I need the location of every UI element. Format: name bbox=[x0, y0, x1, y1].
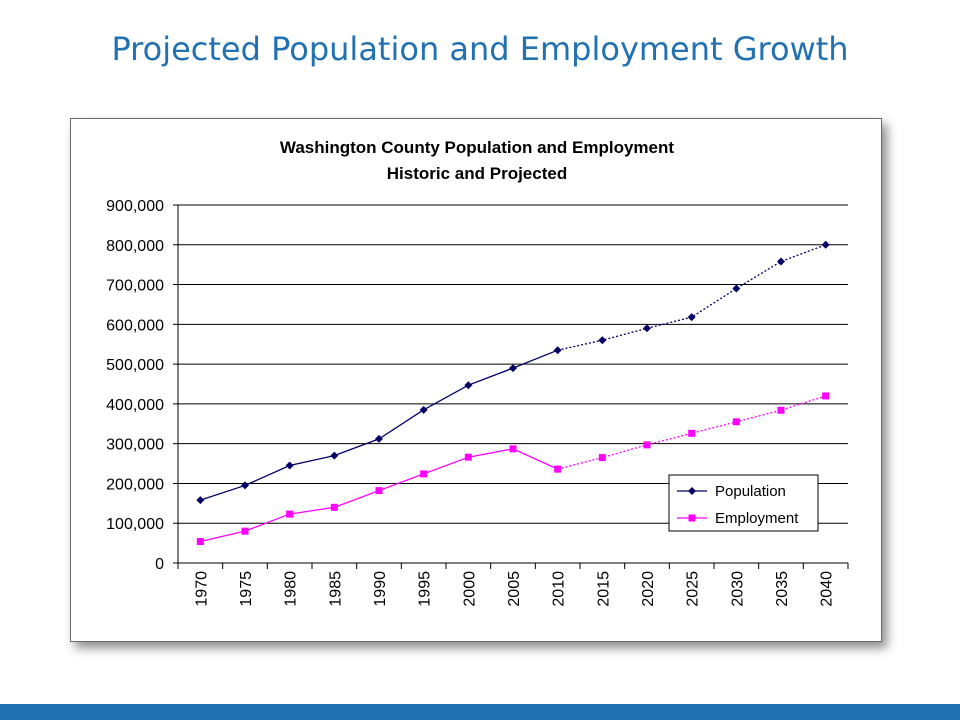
legend: Population Employment bbox=[668, 474, 819, 532]
data-point bbox=[598, 454, 606, 462]
legend-label: Population bbox=[715, 483, 786, 500]
series-layer bbox=[196, 240, 830, 546]
data-point bbox=[643, 441, 651, 449]
y-tick-label: 300,000 bbox=[106, 437, 164, 454]
data-point bbox=[419, 405, 428, 414]
chart-frame: Washington County Population and Employm… bbox=[70, 118, 882, 642]
data-point bbox=[285, 461, 294, 470]
data-point bbox=[420, 470, 428, 478]
data-point bbox=[777, 406, 785, 414]
y-tick-label: 900,000 bbox=[106, 198, 164, 215]
x-tick-label: 2015 bbox=[595, 571, 612, 607]
y-tick-label: 200,000 bbox=[106, 476, 164, 493]
data-point bbox=[554, 465, 562, 473]
data-point bbox=[732, 418, 740, 426]
y-tick-label: 100,000 bbox=[106, 516, 164, 533]
data-point bbox=[241, 527, 249, 535]
data-point bbox=[464, 381, 473, 390]
x-tick-label: 2000 bbox=[461, 571, 478, 607]
x-tick-label: 2005 bbox=[506, 571, 523, 607]
data-point bbox=[196, 538, 204, 546]
legend-marker bbox=[688, 487, 696, 495]
data-point bbox=[821, 240, 830, 249]
x-tick-label: 1985 bbox=[327, 571, 344, 607]
legend-marker bbox=[688, 514, 696, 522]
axes: 0 100,000 200,000 300,000 400,000 500,000 600,… bbox=[106, 198, 849, 607]
data-point bbox=[375, 434, 383, 443]
x-tick-label: 1990 bbox=[372, 571, 389, 607]
series-line-historic bbox=[200, 448, 558, 543]
data-point bbox=[375, 487, 383, 495]
data-point bbox=[330, 503, 338, 511]
data-point bbox=[732, 284, 741, 293]
y-tick-label: 400,000 bbox=[106, 397, 164, 414]
y-tick-label: 800,000 bbox=[106, 238, 164, 255]
data-point bbox=[509, 364, 517, 373]
x-tick-label: 1975 bbox=[238, 571, 255, 607]
y-tick-label: 600,000 bbox=[106, 317, 164, 334]
data-point bbox=[688, 429, 696, 437]
data-point bbox=[330, 451, 339, 460]
data-point bbox=[643, 324, 651, 333]
x-tick-label: 2010 bbox=[551, 571, 568, 607]
slide-title: Projected Population and Employment Grow… bbox=[111, 30, 849, 68]
data-point bbox=[196, 496, 205, 505]
x-tick-label: 2025 bbox=[685, 571, 702, 607]
series-line-projected bbox=[557, 244, 826, 351]
y-tick-label: 0 bbox=[155, 556, 164, 573]
data-point bbox=[241, 481, 249, 490]
data-point bbox=[464, 453, 472, 461]
data-point bbox=[509, 445, 517, 453]
x-tick-label: 1980 bbox=[283, 571, 300, 607]
y-tick-label: 700,000 bbox=[106, 278, 164, 295]
data-point bbox=[286, 510, 294, 518]
series-employment bbox=[196, 392, 830, 546]
x-tick-label: 1970 bbox=[193, 571, 210, 607]
x-tick-label: 2020 bbox=[640, 571, 657, 607]
data-point bbox=[598, 336, 607, 345]
chart-subtitle: Historic and Projected bbox=[387, 164, 567, 183]
x-tick-label: 1995 bbox=[417, 571, 434, 607]
series-population bbox=[196, 240, 830, 505]
legend-label: Employment bbox=[715, 510, 799, 527]
x-tick-label: 2035 bbox=[774, 571, 791, 607]
data-point bbox=[553, 346, 562, 355]
legend-box bbox=[668, 474, 819, 532]
chart-title: Washington County Population and Employm… bbox=[280, 138, 674, 157]
data-point bbox=[822, 392, 830, 400]
series-line-historic bbox=[200, 349, 558, 501]
data-point bbox=[777, 257, 785, 266]
data-point bbox=[687, 313, 696, 322]
bottom-accent-bar bbox=[0, 704, 960, 720]
x-tick-label: 2030 bbox=[729, 571, 746, 607]
x-tick-label: 2040 bbox=[819, 571, 836, 607]
chart-svg: Washington County Population and Employm… bbox=[106, 138, 849, 607]
y-tick-label: 500,000 bbox=[106, 357, 164, 374]
